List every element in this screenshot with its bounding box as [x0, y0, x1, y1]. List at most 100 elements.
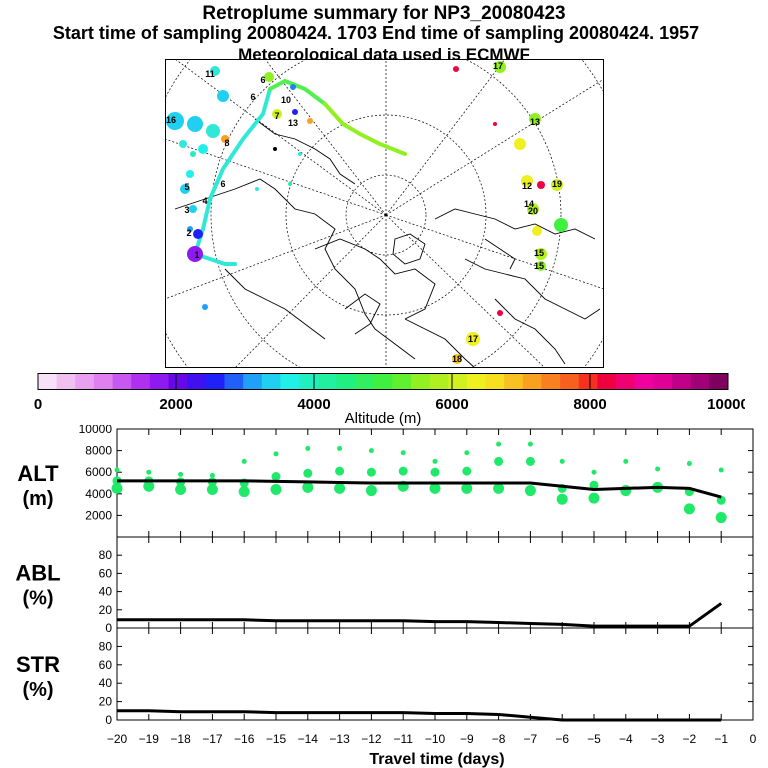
alt-point [111, 482, 123, 494]
colorbar-cell [709, 373, 729, 390]
colorbar-cell [355, 373, 375, 390]
plume-point [493, 122, 497, 126]
day-label: 12 [522, 181, 532, 191]
x-tick-label: −5 [587, 732, 601, 746]
alt-point [365, 485, 377, 497]
alt-point [496, 441, 502, 447]
plume-point [521, 175, 533, 187]
day-label: 4 [202, 196, 207, 206]
alt-point [178, 471, 184, 477]
day-label: 10 [281, 95, 291, 105]
alt-panel: 2000 4000 6000 8000 10000 ALT(m) [17, 425, 754, 538]
x-tick-label: −16 [234, 732, 255, 746]
x-axis-label: Travel time (days) [369, 751, 504, 768]
plume-points [166, 61, 568, 364]
sampling-times: Start time of sampling 20080424. 1703 En… [52, 23, 700, 43]
plume-point [179, 140, 187, 148]
y-axis-label: ABL [15, 561, 60, 586]
plume-point [529, 113, 541, 125]
alt-point [623, 458, 629, 464]
alt-point [556, 493, 568, 505]
alt-point [366, 467, 376, 477]
plume-point [497, 310, 503, 316]
panel-frame [116, 536, 754, 629]
plume-point [272, 109, 282, 119]
colorbar-cell [317, 373, 337, 390]
colorbar-cell [541, 373, 561, 390]
day-label: 15 [534, 261, 544, 271]
plume-point [290, 84, 296, 90]
alt-point [303, 468, 313, 478]
alt-point [143, 480, 155, 492]
plume-point [273, 147, 277, 151]
alt-point [655, 466, 661, 472]
plume-point [514, 138, 526, 150]
colorbar-cell [131, 373, 151, 390]
plume-point [292, 109, 298, 115]
colorbar-cell [243, 373, 263, 390]
alt-point [146, 469, 152, 475]
alt-mean-line [117, 479, 722, 499]
colorbar-cell [261, 373, 281, 390]
colorbar-tick-label: 2000 [159, 396, 192, 413]
alt-point [588, 492, 600, 504]
plume-point [307, 118, 313, 124]
plume-point [264, 72, 274, 82]
plume-point [255, 187, 259, 191]
plume-point [551, 179, 563, 191]
colorbar-tick-label: 6000 [435, 396, 468, 413]
y-tick-label: 10000 [79, 425, 113, 436]
plume-point [202, 304, 208, 310]
alt-point [209, 472, 215, 478]
x-tick-label: −11 [393, 732, 413, 746]
day-label: 16 [166, 115, 176, 125]
y-tick-label: 20 [99, 695, 113, 709]
y-axis-label: (%) [22, 679, 53, 701]
plume-point [206, 124, 220, 138]
colorbar-cell [504, 373, 524, 390]
x-tick-label: −15 [266, 732, 287, 746]
x-tick-label: −14 [298, 732, 319, 746]
plume-point [189, 205, 197, 213]
plume-point [466, 332, 480, 346]
x-tick-label: −4 [619, 732, 633, 746]
colorbar-cell [299, 373, 319, 390]
colorbar-cell [373, 373, 393, 390]
y-tick-label: 20 [99, 603, 113, 617]
x-tick-label: −8 [492, 732, 506, 746]
colorbar-cell [168, 373, 188, 390]
alt-point [337, 445, 343, 451]
y-tick-label: 6000 [85, 465, 112, 479]
day-label: 7 [274, 111, 279, 121]
alt-point [334, 482, 346, 494]
colorbar-cell [672, 373, 692, 390]
colorbar-cell [410, 373, 431, 390]
x-tick-label: −3 [651, 732, 665, 746]
alt-point [114, 467, 120, 473]
x-tick-label: −7 [524, 732, 538, 746]
alt-point [206, 483, 218, 495]
day-label: 20 [528, 206, 538, 216]
alt-point [559, 458, 565, 464]
alt-point [429, 482, 441, 494]
colorbar-cell [93, 373, 114, 390]
day-label: 15 [534, 248, 544, 258]
day-label: 6 [260, 75, 265, 85]
str-line [117, 709, 722, 722]
colorbar-cell [448, 373, 468, 390]
alt-point [716, 495, 726, 505]
plume-point [537, 181, 545, 189]
plume-point [190, 151, 196, 157]
alt-point [302, 481, 314, 493]
plume-point [198, 144, 208, 154]
y-tick-label: 2000 [85, 508, 112, 522]
plume-point [186, 170, 194, 178]
plume-point [187, 226, 193, 232]
panel-frame [116, 627, 754, 721]
x-tick-label: −18 [170, 732, 191, 746]
alt-point [400, 450, 406, 456]
colorbar-tick-label: 4000 [297, 396, 330, 413]
colorbar-cell [653, 373, 673, 390]
day-label: 1 [194, 250, 199, 260]
